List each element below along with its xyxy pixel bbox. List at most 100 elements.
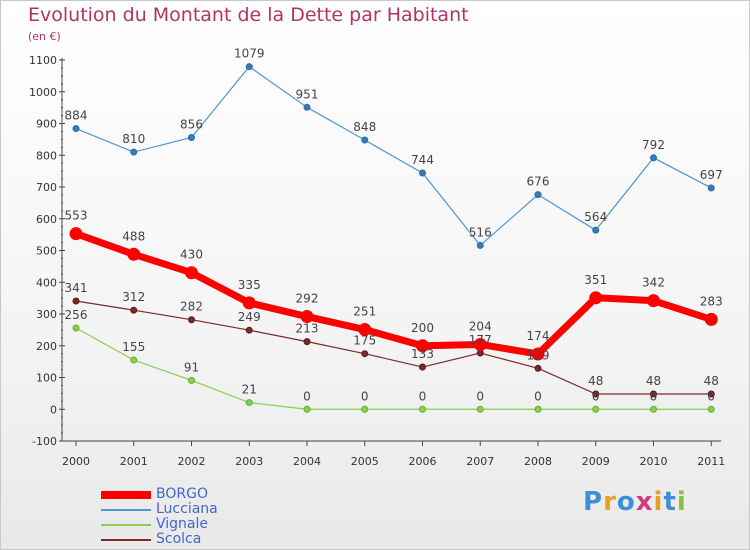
data-point-borgo — [531, 347, 545, 361]
data-label-borgo: 204 — [469, 319, 492, 333]
data-label-vignale: 91 — [184, 360, 199, 374]
data-point-vignale — [650, 405, 657, 413]
logo-letter: t — [663, 487, 677, 517]
data-point-vignale — [303, 405, 311, 413]
data-point-borgo — [473, 337, 487, 351]
y-tick-label: 500 — [36, 245, 57, 258]
data-label-lucciana: 1079 — [234, 47, 265, 61]
data-label-borgo: 283 — [700, 294, 723, 308]
data-label-borgo: 351 — [584, 273, 607, 287]
data-point-vignale — [476, 405, 484, 413]
legend-swatch — [101, 538, 151, 541]
logo-letter: r — [603, 487, 617, 517]
data-point-scolca — [130, 306, 138, 314]
data-point-lucciana — [245, 63, 253, 71]
y-tick-label: 1100 — [29, 54, 57, 67]
data-point-lucciana — [361, 136, 369, 144]
series-line-borgo — [72, 230, 715, 358]
data-point-vignale — [534, 405, 542, 413]
data-point-scolca — [303, 338, 311, 346]
data-label-lucciana: 697 — [700, 168, 723, 182]
data-label-scolca: 48 — [588, 374, 603, 388]
data-label-lucciana: 951 — [296, 87, 319, 101]
data-label-borgo: 200 — [411, 321, 434, 335]
data-label-lucciana: 792 — [642, 138, 665, 152]
logo-letter: P — [583, 487, 604, 517]
data-label-borgo: 430 — [180, 248, 203, 262]
data-point-borgo — [185, 266, 198, 280]
data-point-borgo — [647, 294, 660, 308]
x-tick-label: 2006 — [409, 455, 437, 468]
data-label-vignale: 0 — [361, 389, 369, 403]
chart-subtitle: (en €) — [28, 30, 61, 43]
x-tick-label: 2009 — [582, 455, 610, 468]
data-point-vignale — [188, 376, 195, 384]
data-point-vignale — [245, 399, 253, 407]
data-point-vignale — [419, 405, 426, 413]
data-label-lucciana: 516 — [469, 225, 492, 239]
y-tick-label: -100 — [32, 435, 57, 448]
series-line-lucciana — [75, 66, 712, 247]
data-label-scolca: 282 — [180, 300, 203, 314]
data-point-borgo — [242, 296, 256, 310]
x-tick-label: 2003 — [235, 455, 263, 468]
data-point-scolca — [592, 390, 600, 398]
data-label-vignale: 256 — [65, 308, 88, 322]
data-point-vignale — [72, 324, 80, 332]
data-point-scolca — [245, 326, 253, 334]
data-point-borgo — [300, 310, 314, 324]
y-tick-label: 400 — [36, 276, 57, 289]
data-point-scolca — [707, 390, 715, 398]
data-point-borgo — [69, 227, 83, 241]
x-tick-label: 2010 — [640, 455, 668, 468]
y-tick-label: 100 — [36, 372, 57, 385]
data-point-borgo — [589, 291, 603, 305]
legend-swatch — [101, 523, 151, 526]
data-label-vignale: 21 — [242, 383, 257, 397]
data-point-lucciana — [534, 191, 542, 199]
series-line-scolca — [75, 300, 712, 395]
data-label-lucciana: 564 — [584, 210, 607, 224]
data-point-vignale — [707, 405, 715, 413]
data-label-scolca: 175 — [353, 334, 376, 348]
x-tick-label: 2007 — [466, 455, 494, 468]
data-point-scolca — [188, 316, 195, 324]
data-point-lucciana — [707, 184, 715, 192]
legend-swatch — [101, 508, 151, 511]
data-point-lucciana — [419, 169, 426, 177]
logo-letter: i — [653, 487, 664, 517]
series-line-vignale — [75, 327, 712, 410]
data-label-lucciana: 676 — [527, 175, 550, 189]
legend-label: Vignale — [156, 516, 209, 532]
legend-item-borgo: BORGO — [101, 487, 208, 502]
data-point-scolca — [534, 364, 542, 372]
y-tick-label: 600 — [36, 213, 57, 226]
data-point-vignale — [592, 405, 600, 413]
data-label-vignale: 0 — [650, 389, 658, 403]
data-point-scolca — [650, 390, 657, 398]
data-point-lucciana — [476, 241, 484, 249]
legend-item-lucciana: Lucciana — [101, 502, 218, 517]
legend-item-scolca: Scolca — [101, 532, 201, 547]
legend-label: Scolca — [156, 531, 202, 547]
data-label-borgo: 335 — [238, 278, 261, 292]
data-label-scolca: 213 — [296, 322, 319, 336]
data-point-borgo — [416, 339, 429, 353]
logo-letter: i — [676, 487, 687, 517]
data-point-vignale — [361, 405, 369, 413]
logo-letter: o — [616, 487, 636, 517]
data-label-scolca: 133 — [411, 347, 434, 361]
data-point-scolca — [72, 297, 80, 305]
data-label-scolca: 129 — [527, 348, 550, 362]
x-tick-label: 2002 — [178, 455, 206, 468]
y-tick-label: 200 — [36, 340, 57, 353]
data-label-scolca: 48 — [646, 374, 661, 388]
chart-title: Evolution du Montant de la Dette par Hab… — [28, 4, 469, 26]
data-label-vignale: 0 — [303, 389, 311, 403]
data-label-lucciana: 884 — [65, 109, 88, 123]
data-label-scolca: 341 — [65, 281, 88, 295]
x-tick-label: 2001 — [120, 455, 148, 468]
data-point-lucciana — [650, 154, 657, 162]
data-label-lucciana: 856 — [180, 117, 203, 131]
